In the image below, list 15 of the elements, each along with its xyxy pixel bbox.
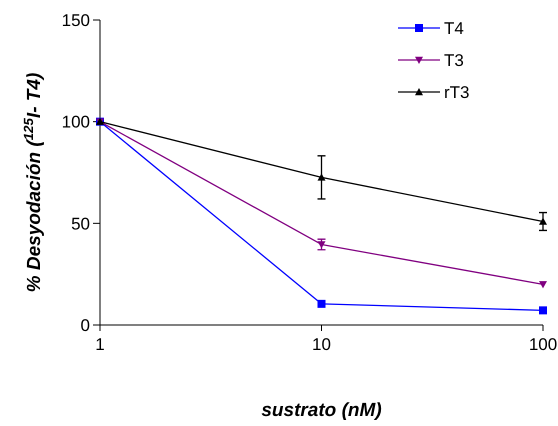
legend-label: T4 [444,19,464,38]
y-tick-label: 150 [62,11,90,30]
legend-label: T3 [444,51,464,70]
point [539,281,547,288]
point [539,306,547,314]
point [539,218,547,225]
y-tick-label: 100 [62,112,90,132]
x-tick-label: 10 [312,335,331,354]
legend-label: rT3 [444,83,470,102]
x-axis-title: sustrato (nM) [261,400,382,421]
x-tick-label: 1 [95,335,105,354]
y-tick-label: 50 [71,214,90,234]
x-tick-label: 100 [528,335,558,354]
point [318,173,326,181]
y-tick-label: 0 [80,316,90,335]
